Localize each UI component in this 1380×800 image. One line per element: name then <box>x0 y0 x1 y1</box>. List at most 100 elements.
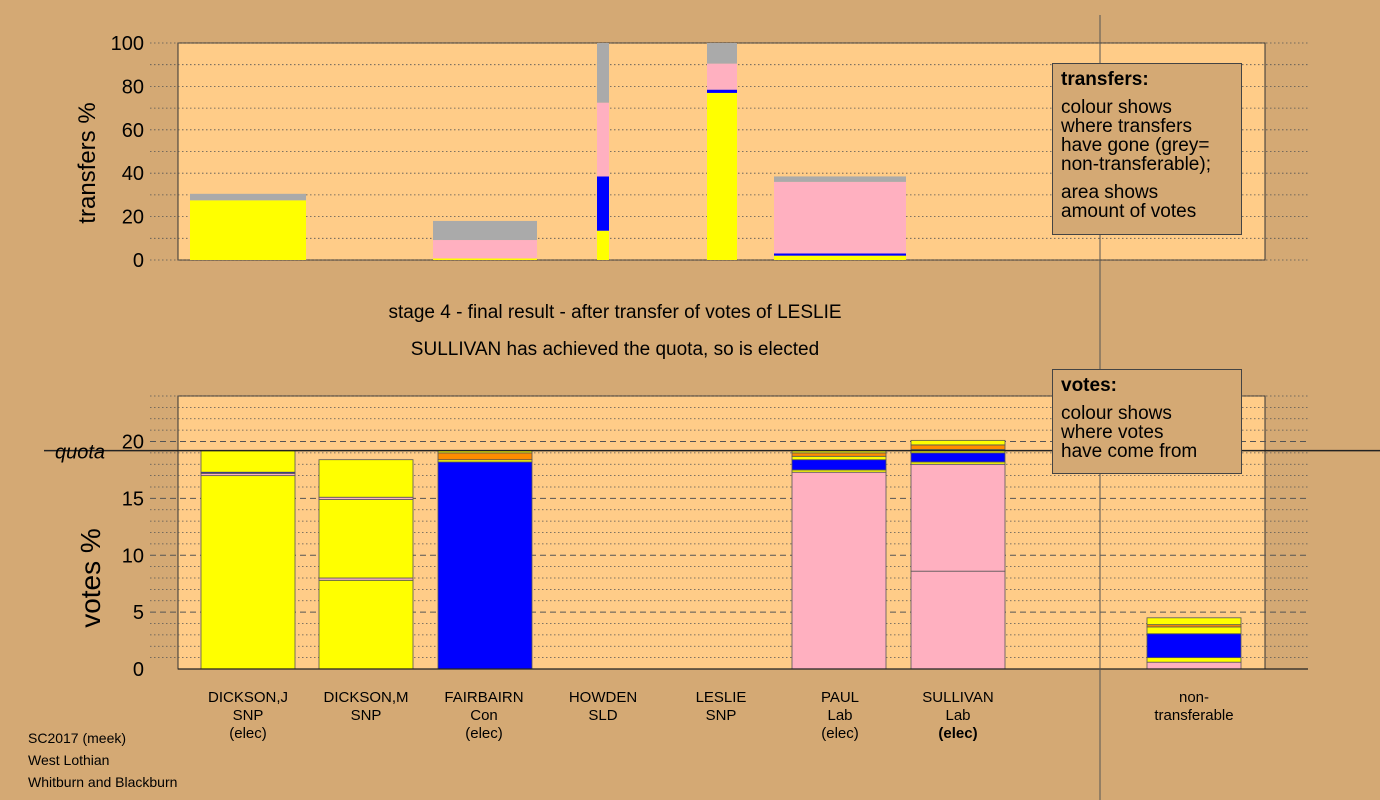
nontransferable-label: non- transferable <box>1134 689 1254 725</box>
candidate-label-fairbairn: FAIRBAIRN Con (elec) <box>424 689 544 743</box>
transfers-y-tick-label: 40 <box>122 163 144 185</box>
candidate-name: SULLIVAN <box>922 689 994 706</box>
votes-bar-segment <box>1146 617 1242 626</box>
transfers-bar-segment <box>774 253 906 256</box>
votes-bar-segment <box>318 459 414 498</box>
transfers-legend-line: amount of votes <box>1061 201 1197 222</box>
candidate-name: HOWDEN <box>568 689 638 706</box>
transfers-bar-segment <box>433 220 537 241</box>
votes-legend-title: votes: <box>1061 375 1117 396</box>
candidate-name: FAIRBAIRN <box>444 689 524 706</box>
candidate-name: DICKSON,M <box>323 689 409 706</box>
transfers-y-tick-label: 0 <box>133 250 144 272</box>
candidate-status: (elec) <box>229 725 267 742</box>
transfers-y-tick-label: 20 <box>122 207 144 229</box>
transfers-legend: transfers: colour shows where transfers … <box>1052 63 1242 235</box>
candidate-party: SNP <box>350 707 382 724</box>
transfers-legend-line: non-transferable); <box>1061 154 1211 175</box>
transfers-bar-segment <box>774 255 906 260</box>
votes-bar-segment <box>318 579 414 670</box>
candidate-party: SNP <box>705 707 737 724</box>
candidate-name: LESLIE <box>695 689 747 706</box>
transfers-y-axis-label: transfers % <box>74 102 101 223</box>
votes-bar-segment <box>791 471 887 670</box>
transfers-bar-segment <box>597 176 609 231</box>
transfers-bar-segment <box>774 181 906 254</box>
candidate-label-dickson-j: DICKSON,J SNP (elec) <box>188 689 308 743</box>
result-caption: SULLIVAN has achieved the quota, so is e… <box>410 339 820 360</box>
transfers-bar-segment <box>190 200 306 260</box>
votes-legend-line: have come from <box>1061 441 1198 462</box>
votes-bar-segment <box>910 463 1006 572</box>
candidate-party: SLD <box>588 707 618 724</box>
votes-bar-segment <box>1146 657 1242 663</box>
votes-y-tick-label: 15 <box>122 488 144 510</box>
transfers-bar-segment <box>774 176 906 182</box>
votes-legend: votes: colour shows where votes have com… <box>1052 369 1242 474</box>
votes-y-tick-label: 20 <box>122 432 144 454</box>
votes-bar-segment <box>791 455 887 461</box>
candidate-status: (elec) <box>938 725 978 742</box>
candidate-status: (elec) <box>821 725 859 742</box>
stage-caption: stage 4 - final result - after transfer … <box>388 302 842 323</box>
candidate-label-dickson-m: DICKSON,M SNP <box>306 689 426 725</box>
footer-info: SC2017 (meek) West Lothian Whitburn and … <box>28 727 177 793</box>
votes-y-tick-label: 5 <box>133 602 144 624</box>
transfers-bar-segment <box>597 43 609 103</box>
votes-legend-line: where votes <box>1061 422 1164 443</box>
transfers-y-tick-label: 60 <box>122 120 144 142</box>
votes-bar-segment <box>791 459 887 471</box>
transfers-bar-segment <box>190 193 306 201</box>
candidate-label-sullivan: SULLIVAN Lab (elec) <box>898 689 1018 743</box>
votes-bar-segment <box>200 450 296 473</box>
votes-y-tick-label: 0 <box>133 659 144 681</box>
transfers-legend-line: where transfers <box>1061 116 1192 137</box>
candidate-party: Con <box>470 707 498 724</box>
candidate-label-paul: PAUL Lab (elec) <box>780 689 900 743</box>
transfers-legend-line: have gone (grey= <box>1061 135 1210 156</box>
candidate-party: Lab <box>945 707 971 724</box>
candidate-party: SNP <box>232 707 264 724</box>
candidate-status: (elec) <box>465 725 503 742</box>
transfers-bar-segment <box>707 63 737 90</box>
footer-council: West Lothian <box>28 752 110 768</box>
transfers-y-tick-label: 80 <box>122 76 144 98</box>
candidate-name: DICKSON,J <box>207 689 288 706</box>
votes-y-axis-label: votes % <box>75 528 106 628</box>
candidate-label-leslie: LESLIE SNP <box>661 689 781 725</box>
candidate-name: PAUL <box>820 689 860 706</box>
votes-bar-segment <box>1146 633 1242 659</box>
footer-ward: Whitburn and Blackburn <box>28 774 178 790</box>
transfers-bar-segment <box>433 240 537 259</box>
votes-legend-line: colour shows <box>1061 403 1172 424</box>
votes-bar-segment <box>318 499 414 579</box>
transfers-y-tick-label: 100 <box>111 33 144 55</box>
votes-bar-segment <box>910 570 1006 670</box>
footer-election: SC2017 (meek) <box>28 730 127 746</box>
votes-bar-segment <box>791 452 887 457</box>
votes-bar-segment <box>437 452 533 461</box>
votes-bar-segment <box>1146 661 1242 670</box>
quota-label: quota <box>55 442 105 464</box>
votes-bar-segment <box>437 461 533 670</box>
transfers-legend-line: colour shows <box>1061 97 1172 118</box>
transfers-bar-segment <box>597 102 609 177</box>
transfers-bar-segment <box>707 43 737 64</box>
votes-y-tick-label: 10 <box>122 545 144 567</box>
transfers-bar-segment <box>707 92 737 260</box>
transfers-legend-title: transfers: <box>1061 69 1149 90</box>
votes-bar-segment <box>1146 626 1242 635</box>
votes-bar-segment <box>910 439 1006 446</box>
candidate-label-howden: HOWDEN SLD <box>543 689 663 725</box>
nontransferable-label-line: transferable <box>1154 707 1234 724</box>
transfers-bar-segment <box>433 258 537 260</box>
transfers-legend-line: area shows <box>1061 182 1159 203</box>
transfers-bar-segment <box>597 230 609 260</box>
nontransferable-label-line: non- <box>1178 689 1210 706</box>
votes-bar-segment <box>910 452 1006 463</box>
transfers-bar-segment <box>707 89 737 93</box>
votes-bar-segment <box>200 475 296 670</box>
votes-bar-segment <box>910 444 1006 450</box>
candidate-party: Lab <box>827 707 853 724</box>
